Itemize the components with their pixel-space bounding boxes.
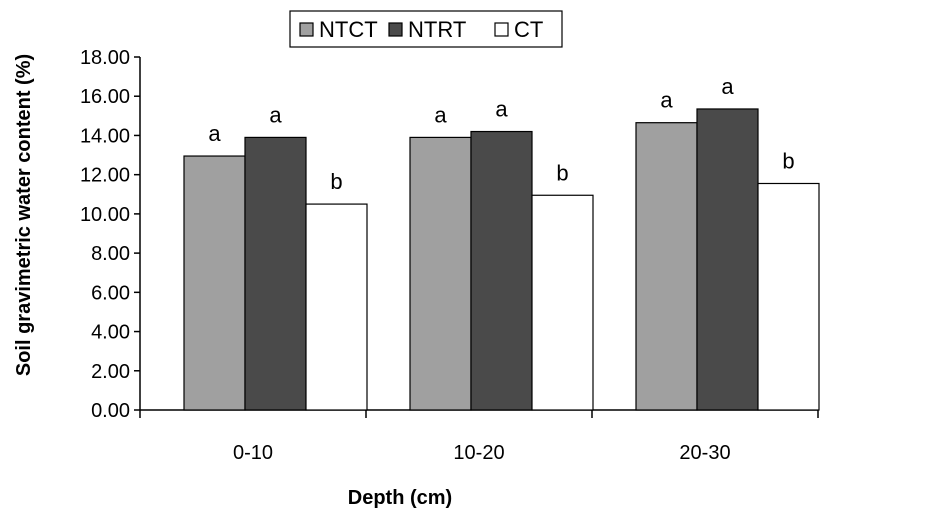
- bars: [183, 108, 820, 411]
- y-axis-title: Soil gravimetric water content (%): [13, 54, 35, 376]
- y-tick-label: 4.00: [91, 322, 130, 344]
- bar: [470, 130, 533, 411]
- data-label: b: [556, 160, 568, 185]
- legend-swatch: [388, 22, 403, 37]
- data-label: b: [330, 169, 342, 194]
- legend-swatch: [299, 22, 314, 37]
- bar: [531, 194, 594, 411]
- x-tick-label: 10-20: [453, 442, 504, 464]
- y-tick-label: 14.00: [80, 125, 130, 147]
- legend-swatch: [494, 22, 509, 37]
- y-tick-label: 18.00: [80, 47, 130, 69]
- legend-label: NTRT: [408, 17, 466, 42]
- bar: [409, 136, 472, 411]
- data-label: a: [208, 121, 221, 146]
- axes: 0.00 2.00 4.00 6.00 8.00 10.00 12.00 14.00 16.00…: [80, 47, 819, 464]
- bar: [244, 136, 307, 411]
- data-label: a: [434, 102, 447, 127]
- y-tick-label: 2.00: [91, 361, 130, 383]
- y-tick-label: 10.00: [80, 204, 130, 226]
- y-tick-label: 8.00: [91, 243, 130, 265]
- x-tick-label: 0-10: [233, 442, 273, 464]
- data-label: a: [269, 102, 282, 127]
- x-axis-title: Depth (cm): [348, 487, 452, 509]
- data-label: b: [782, 148, 794, 173]
- bar: [183, 155, 246, 411]
- legend: NTCT NTRT CT: [289, 10, 563, 48]
- y-tick-label: 6.00: [91, 282, 130, 304]
- legend-label: CT: [514, 17, 543, 42]
- legend-label: NTCT: [319, 17, 378, 42]
- y-tick-label: 16.00: [80, 86, 130, 108]
- significance-labels: a a b a a b a a b: [208, 74, 794, 194]
- y-tick-label: 12.00: [80, 165, 130, 187]
- data-label: a: [660, 88, 673, 113]
- legend-box: [289, 10, 563, 48]
- bar: [696, 108, 759, 411]
- data-label: a: [495, 97, 508, 122]
- bar: [305, 203, 368, 411]
- data-label: a: [721, 74, 734, 99]
- x-tick-label: 20-30: [679, 442, 730, 464]
- bar: [757, 182, 820, 411]
- bar: [635, 122, 698, 411]
- y-tick-label: 0.00: [91, 400, 130, 422]
